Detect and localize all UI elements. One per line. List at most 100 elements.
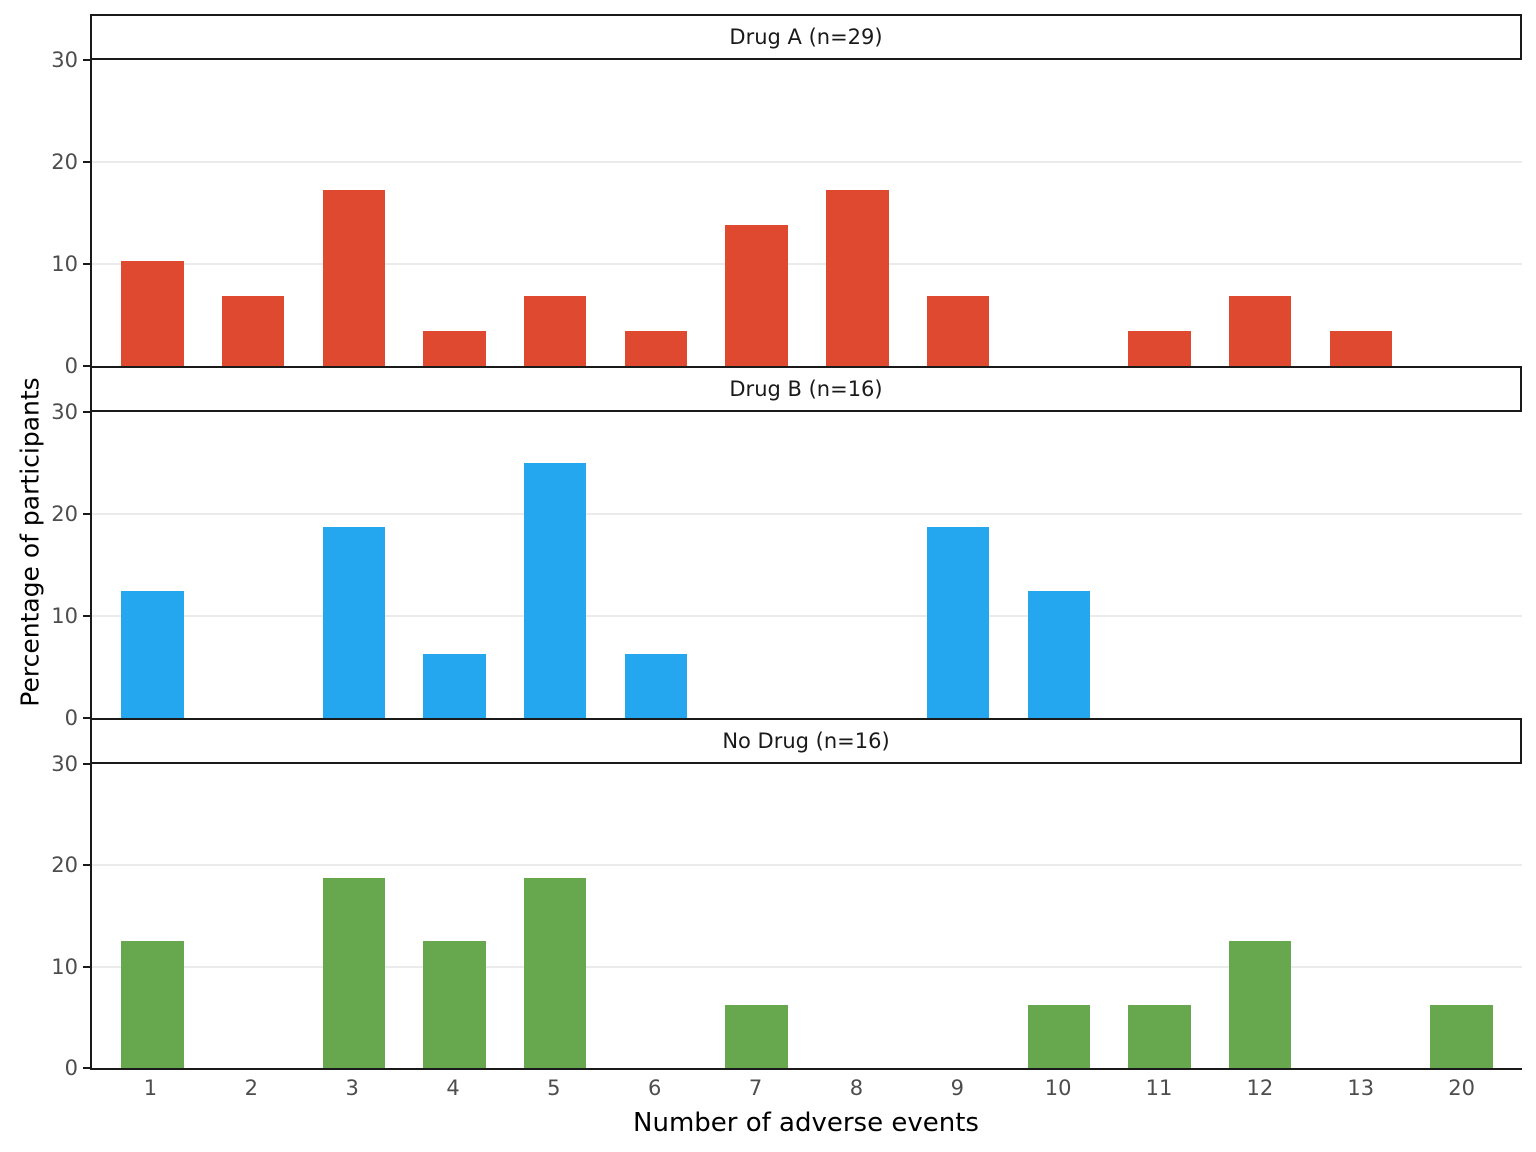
- bar: [221, 295, 285, 366]
- bar: [1430, 1004, 1493, 1068]
- bar: [423, 654, 486, 718]
- bar-slot-5: [505, 764, 606, 1068]
- y-tick-label: 10: [51, 954, 78, 979]
- bar-slot-10: [1008, 60, 1109, 366]
- bar-slot-8: [807, 764, 908, 1068]
- bar-slot-12: [1210, 60, 1311, 366]
- bar-slot-5: [505, 60, 606, 366]
- plot-area: Drug A (n=29) 0 10 20 30 Drug B (n=16) 0 10 20 30…: [51, 14, 1522, 1138]
- bar-slot-4: [404, 412, 505, 718]
- bar: [725, 225, 788, 366]
- y-tick-label: 20: [51, 150, 78, 174]
- facet-panel: 0 10 20 30: [51, 48, 1522, 378]
- bar-slot-11: [1109, 60, 1210, 366]
- y-tick-mark: [83, 763, 92, 765]
- x-tick-label: 4: [446, 1076, 460, 1100]
- bar-slot-10: [1008, 412, 1109, 718]
- gridline: [92, 262, 1522, 265]
- x-axis-title: Number of adverse events: [633, 1108, 979, 1138]
- y-tick-mark: [83, 59, 92, 61]
- x-tick-label: 12: [1246, 1076, 1274, 1100]
- facet-panel: 0 10 20 30: [51, 752, 1522, 1080]
- y-tick-mark: [83, 263, 92, 265]
- facet-panel: 0 10 20 30: [51, 400, 1522, 730]
- gridline: [92, 965, 1522, 968]
- bar-slot-2: [203, 60, 304, 366]
- bar: [926, 295, 990, 366]
- bar: [926, 526, 990, 718]
- x-tick-label: 20: [1448, 1076, 1475, 1100]
- y-tick-label: 20: [51, 853, 78, 878]
- y-tick-label: 30: [51, 752, 78, 776]
- bar: [121, 260, 184, 366]
- bar: [423, 941, 486, 1068]
- bar-slot-13: [1311, 412, 1412, 718]
- y-tick-mark: [83, 513, 92, 515]
- facet-strip-label: Drug A (n=29): [90, 14, 1522, 60]
- bar-slot-6: [606, 412, 707, 718]
- bar-slot-3: [303, 764, 404, 1068]
- bar-slot-13: [1311, 764, 1412, 1068]
- y-tick-mark: [83, 864, 92, 867]
- bar-slot-5: [505, 412, 606, 718]
- bar: [524, 878, 587, 1068]
- bar-slot-12: [1210, 412, 1311, 718]
- x-tick-label: 1: [143, 1076, 158, 1100]
- y-tick-mark: [83, 365, 92, 367]
- bar-group: [92, 412, 1522, 718]
- bar-slot-2: [203, 764, 304, 1068]
- bar: [1128, 330, 1191, 366]
- y-tick-label: 0: [64, 706, 78, 730]
- bar-group: [92, 60, 1522, 366]
- bar: [725, 1004, 788, 1068]
- gridline: [92, 864, 1522, 867]
- y-tick-mark: [83, 1067, 92, 1069]
- bar-slot-1: [102, 412, 203, 718]
- y-tick-mark: [83, 615, 92, 617]
- bar: [826, 190, 889, 366]
- bar-slot-20: [1411, 764, 1512, 1068]
- bar-slot-7: [706, 412, 807, 718]
- gridline: [92, 160, 1522, 163]
- bar-slot-20: [1411, 60, 1512, 366]
- bar: [121, 590, 184, 718]
- bar: [1329, 330, 1393, 366]
- bar-slot-20: [1411, 412, 1512, 718]
- bar: [624, 330, 688, 366]
- bar-slot-10: [1008, 764, 1109, 1068]
- bar: [1229, 941, 1292, 1068]
- gridline: [92, 614, 1522, 617]
- bar-slot-7: [706, 60, 807, 366]
- bar-slot-13: [1311, 60, 1412, 366]
- x-tick-label: 9: [950, 1076, 964, 1100]
- y-tick-mark: [83, 717, 92, 719]
- facet-panels: Drug A (n=29) 0 10 20 30 Drug B (n=16) 0 10 20 30…: [51, 14, 1522, 1080]
- y-tick-mark: [83, 965, 92, 968]
- y-tick-label: 0: [64, 1056, 78, 1080]
- facet-strip-label: No Drug (n=16): [90, 718, 1522, 764]
- y-axis-title: Percentage of participants: [15, 377, 45, 707]
- bar: [1027, 590, 1091, 718]
- bar-slot-11: [1109, 764, 1210, 1068]
- bar-slot-9: [908, 60, 1009, 366]
- x-tick-label: 13: [1347, 1076, 1375, 1100]
- bar-slot-6: [606, 764, 707, 1068]
- bar: [121, 941, 184, 1068]
- y-tick-label: 10: [51, 604, 78, 628]
- bar-slot-8: [807, 60, 908, 366]
- y-tick-label: 0: [64, 354, 78, 378]
- bar-slot-8: [807, 412, 908, 718]
- bar: [1128, 1004, 1191, 1068]
- bar-slot-6: [606, 60, 707, 366]
- bar-group: [92, 764, 1522, 1068]
- bar: [624, 654, 688, 718]
- bar: [322, 526, 386, 718]
- bar-slot-7: [706, 764, 807, 1068]
- x-tick-label: 11: [1145, 1076, 1173, 1100]
- bar: [524, 463, 587, 718]
- x-tick-label: 10: [1044, 1076, 1072, 1100]
- y-tick-mark: [83, 161, 92, 163]
- x-tick-label: 3: [345, 1076, 359, 1100]
- bar-slot-1: [102, 60, 203, 366]
